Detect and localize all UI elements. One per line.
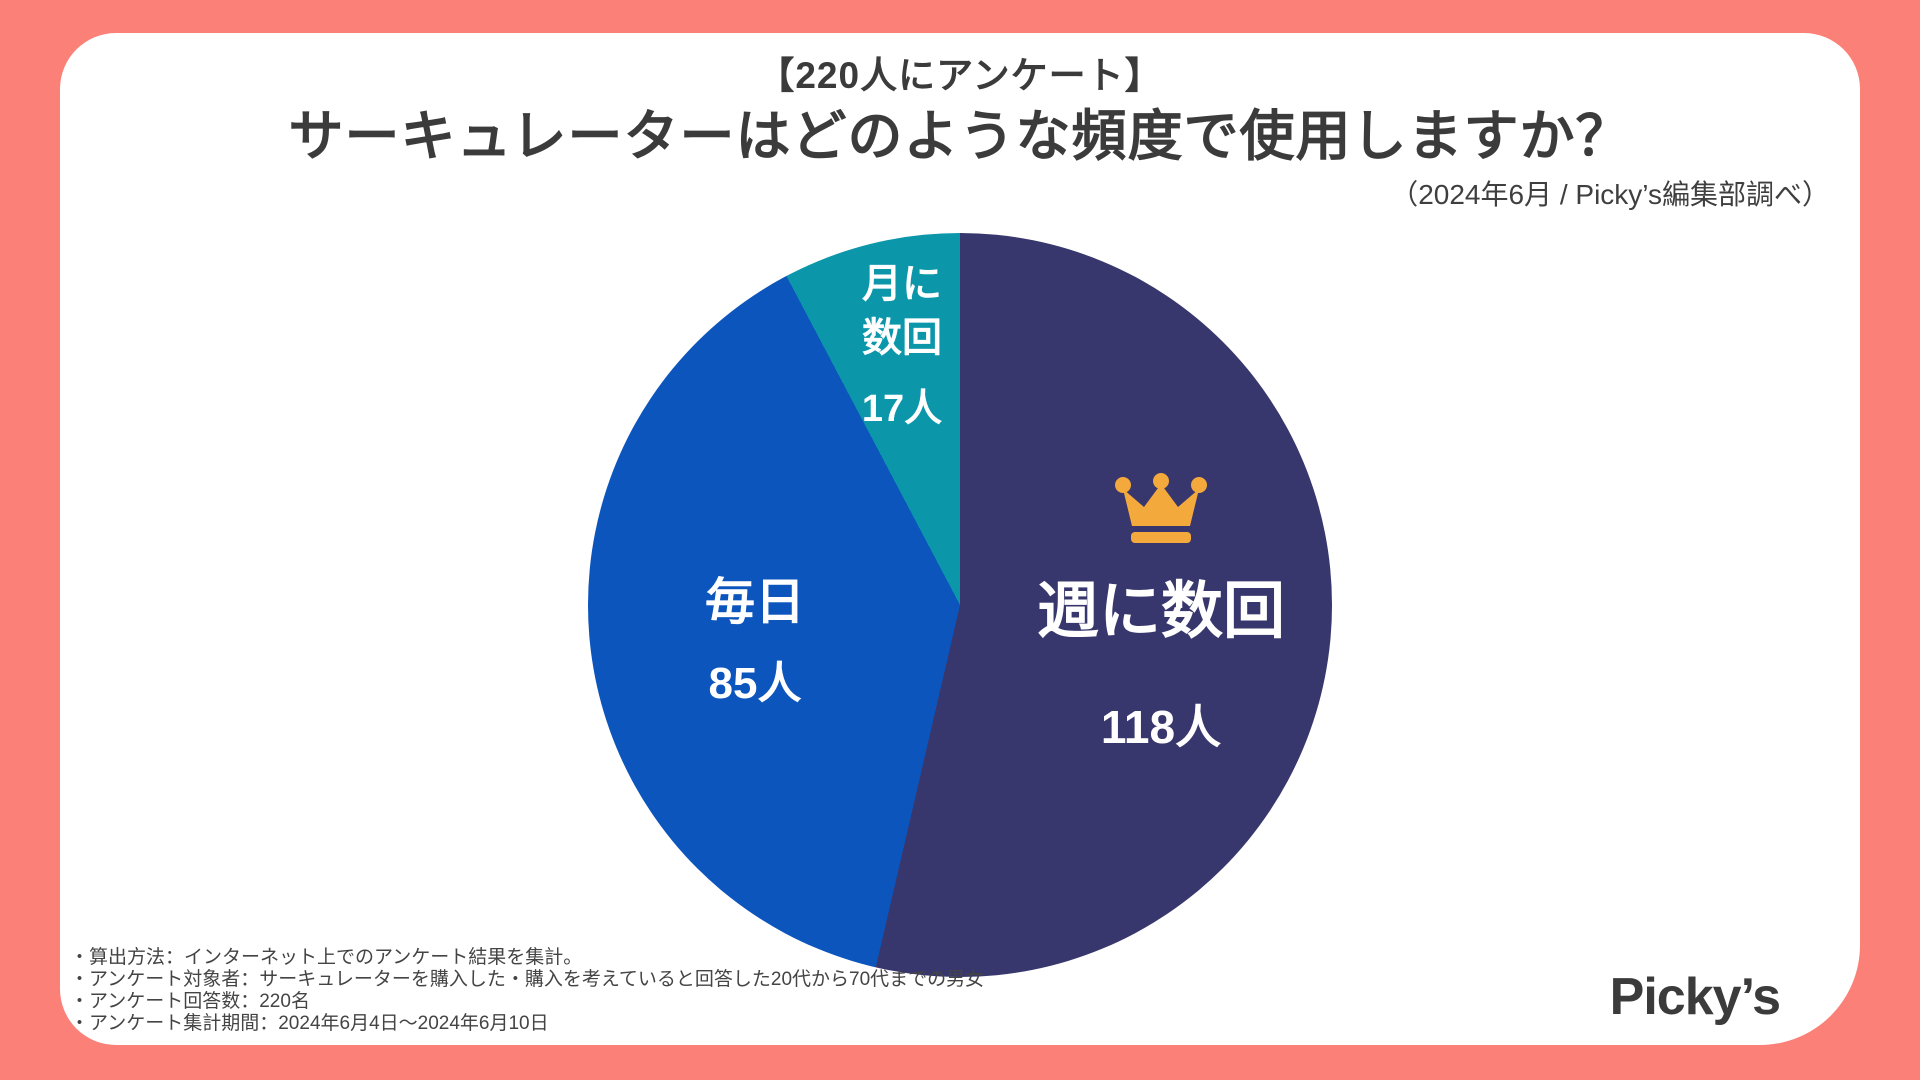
slice-label-daily: 毎日 85人 bbox=[635, 577, 875, 706]
pickys-logo: Picky’s bbox=[1609, 968, 1781, 1026]
pie-chart bbox=[588, 233, 1332, 977]
slice-daily-name: 毎日 bbox=[705, 574, 805, 630]
slice-weekly-count: 118人 bbox=[1100, 701, 1222, 753]
source-note: （2024年6月 / Picky’s編集部調べ） bbox=[1390, 179, 1830, 210]
crown-icon bbox=[1115, 473, 1207, 543]
slice-label-weekly: 週に数回 118人 bbox=[981, 472, 1341, 750]
footnote-respondents: ・アンケート回答数：220名 bbox=[70, 991, 310, 1012]
content-card: 【220人にアンケート】 サーキュレーターはどのような頻度で使用しますか？ （2… bbox=[60, 33, 1860, 1045]
slice-weekly-name: 週に数回 bbox=[1036, 577, 1285, 646]
slice-daily-count: 85人 bbox=[708, 659, 802, 708]
page-title: サーキュレーターはどのような頻度で使用しますか？ bbox=[288, 105, 1632, 167]
footnote-method: ・算出方法：インターネット上でのアンケート結果を集計。 bbox=[70, 947, 583, 968]
footnotes: ・算出方法：インターネット上でのアンケート結果を集計。 ・アンケート対象者：サー… bbox=[70, 947, 984, 1035]
slice-label-monthly: 月に 数回 17人 bbox=[812, 257, 992, 428]
footnote-period: ・アンケート集計期間：2024年6月4日〜2024年6月10日 bbox=[70, 1013, 549, 1034]
slice-monthly-name-line2: 数回 bbox=[862, 316, 942, 360]
survey-tagline: 【220人にアンケート】 bbox=[757, 55, 1163, 96]
footnote-audience: ・アンケート対象者：サーキュレーターを購入した・購入を考えていると回答した20代… bbox=[70, 969, 985, 990]
slice-monthly-name-line1: 月に bbox=[862, 262, 942, 306]
slice-monthly-count: 17人 bbox=[861, 388, 943, 430]
